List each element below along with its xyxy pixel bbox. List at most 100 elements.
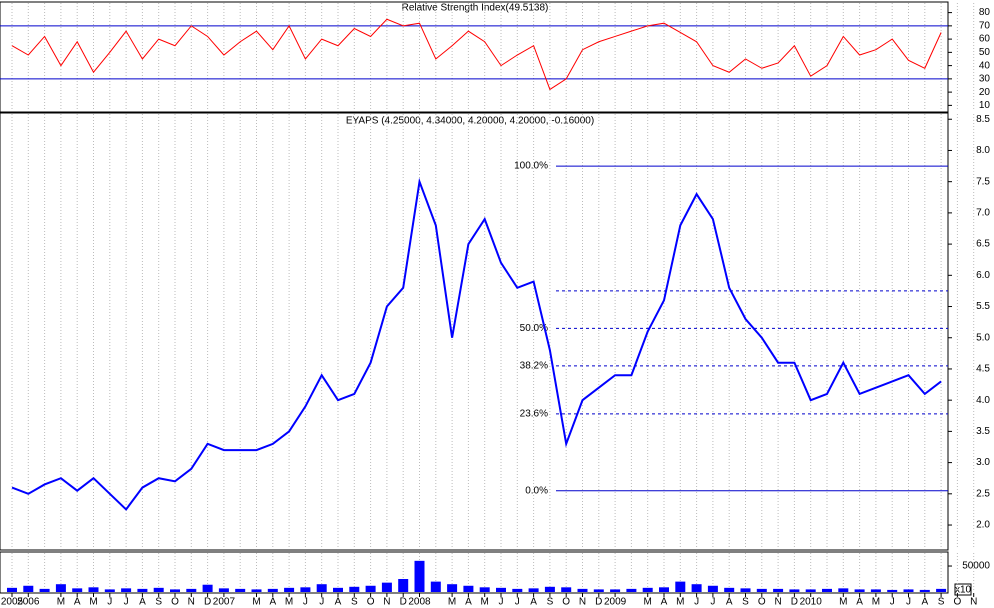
volume-bar bbox=[675, 581, 686, 592]
volume-bar bbox=[903, 589, 914, 592]
volume-bar bbox=[691, 584, 702, 592]
x-tick-label: A bbox=[269, 597, 276, 608]
volume-bar bbox=[707, 585, 718, 592]
volume-bar bbox=[854, 589, 865, 592]
y-tick-label: 50 bbox=[979, 47, 991, 58]
volume-bar bbox=[919, 589, 930, 592]
volume-bar bbox=[414, 560, 425, 592]
volume-bar bbox=[463, 585, 474, 592]
x-tick-label: N bbox=[579, 597, 586, 608]
x-tick-label: D bbox=[400, 597, 407, 608]
x-tick-label: M bbox=[57, 597, 65, 608]
volume-bar bbox=[544, 586, 555, 592]
x-tick-label: O bbox=[562, 597, 570, 608]
x-tick-label: A bbox=[661, 597, 668, 608]
volume-bar bbox=[284, 587, 295, 592]
volume-bar bbox=[333, 587, 343, 592]
volume-bar bbox=[267, 588, 278, 592]
x-tick-label: A bbox=[856, 597, 863, 608]
volume-bar bbox=[659, 587, 669, 592]
volume-bar bbox=[838, 588, 849, 592]
volume-bar bbox=[365, 585, 376, 592]
y-tick-label: 50000 bbox=[962, 561, 990, 572]
series-line bbox=[11, 177, 942, 511]
x-tick-label: S bbox=[938, 597, 945, 608]
x-tick-label: M bbox=[89, 597, 97, 608]
x-tick-label: N bbox=[774, 597, 781, 608]
y-tick-label: 80 bbox=[979, 7, 991, 18]
y-tick-label: 7.5 bbox=[976, 176, 990, 187]
volume-bar bbox=[870, 589, 881, 592]
x-tick-label: M bbox=[644, 597, 652, 608]
scale-box bbox=[954, 583, 972, 596]
volume-bar bbox=[88, 587, 99, 592]
volume-bar bbox=[316, 584, 327, 592]
volume-bar bbox=[121, 588, 132, 592]
x-tick-label: J bbox=[906, 597, 911, 608]
y-tick-label: 20 bbox=[979, 87, 991, 98]
x-tick-label: A bbox=[335, 597, 342, 608]
x-tick-label: J bbox=[124, 597, 129, 608]
volume-bar bbox=[218, 588, 229, 592]
x-tick-label: S bbox=[155, 597, 162, 608]
y-tick-label: 3.0 bbox=[976, 457, 990, 468]
y-tick-label: 4.5 bbox=[976, 364, 990, 375]
volume-bar bbox=[496, 587, 506, 592]
y-tick-label: 6.5 bbox=[976, 239, 990, 250]
y-tick-label: 3.5 bbox=[976, 426, 990, 437]
volume-bar bbox=[610, 589, 621, 592]
volume-bar bbox=[23, 585, 34, 592]
y-tick-label: 8.5 bbox=[976, 114, 990, 125]
x-tick-label: J bbox=[710, 597, 715, 608]
fib-label: 50.0% bbox=[520, 323, 548, 334]
x-tick-label: A bbox=[74, 597, 81, 608]
x-tick-label: 2005 bbox=[1, 597, 24, 608]
x-tick-label: J bbox=[107, 597, 112, 608]
x-tick-label: J bbox=[515, 597, 520, 608]
price-title: EYAPS (4.25000, 4.34000, 4.20000, 4.2000… bbox=[346, 116, 594, 127]
y-tick-label: 10 bbox=[979, 100, 991, 111]
x-tick-label: M bbox=[676, 597, 684, 608]
volume-bar bbox=[381, 582, 392, 592]
fib-label: 100.0% bbox=[514, 161, 548, 172]
y-tick-label: 2.5 bbox=[976, 488, 990, 499]
fib-label: 0.0% bbox=[525, 485, 548, 496]
x-tick-label: 2007 bbox=[213, 597, 236, 608]
x-tick-label: S bbox=[547, 597, 554, 608]
x-tick-label: D bbox=[791, 597, 798, 608]
rsi-panel bbox=[0, 1, 949, 113]
y-tick-label: 70 bbox=[979, 20, 991, 31]
volume-bar bbox=[202, 584, 213, 592]
volume-bar bbox=[740, 588, 751, 592]
x-tick-label: N bbox=[383, 597, 390, 608]
volume-bar bbox=[479, 587, 490, 592]
x-tick-label: J bbox=[694, 597, 699, 608]
y-tick-label: 5.5 bbox=[976, 301, 990, 312]
y-tick-label: 8.0 bbox=[976, 145, 990, 156]
y-tick-label: 6.0 bbox=[976, 270, 990, 281]
volume-bar bbox=[936, 588, 947, 592]
x-tick-label: O bbox=[171, 597, 179, 608]
volume-scale-label: x10 bbox=[955, 585, 972, 596]
volume-bar bbox=[186, 588, 197, 592]
x-tick-label: N bbox=[188, 597, 195, 608]
x-tick-label: M bbox=[839, 597, 847, 608]
x-tick-label: A bbox=[465, 597, 472, 608]
x-tick-label: 2010 bbox=[800, 597, 823, 608]
volume-bar bbox=[137, 588, 148, 592]
volume-bar bbox=[39, 588, 50, 592]
y-tick-label: 4.0 bbox=[976, 395, 990, 406]
x-tick-label: J bbox=[499, 597, 504, 608]
volume-bar bbox=[642, 587, 653, 592]
x-tick-label: A bbox=[921, 597, 928, 608]
x-tick-label: J bbox=[319, 597, 324, 608]
x-tick-label: 2008 bbox=[408, 597, 431, 608]
volume-bar bbox=[756, 588, 767, 592]
volume-bar bbox=[577, 588, 588, 592]
volume-bar bbox=[170, 589, 180, 592]
x-tick-label: S bbox=[351, 597, 358, 608]
volume-bar bbox=[104, 589, 115, 592]
x-tick-label: S bbox=[742, 597, 749, 608]
volume-bar bbox=[724, 587, 735, 592]
volume-bar bbox=[789, 589, 800, 592]
